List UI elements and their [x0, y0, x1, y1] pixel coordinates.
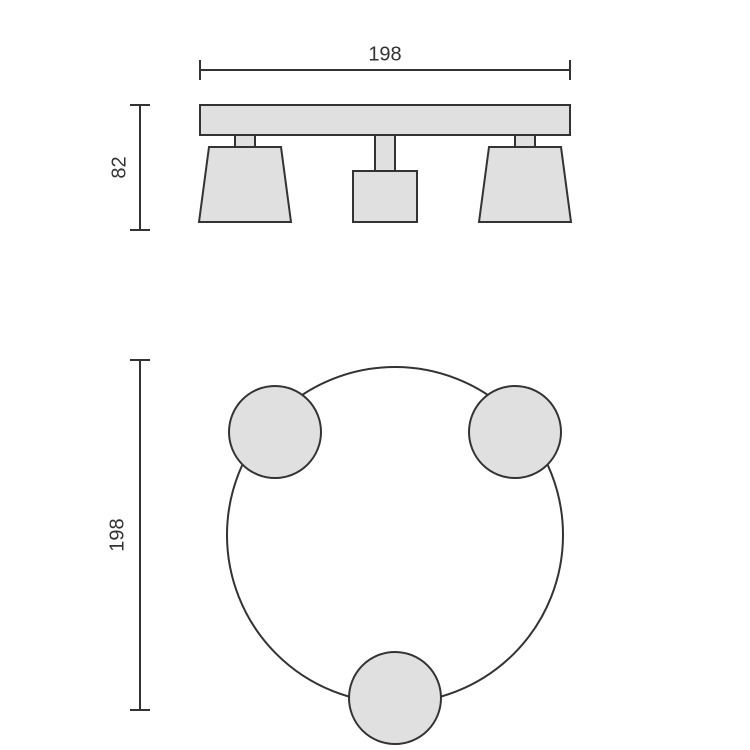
spot-neck-2 — [515, 135, 535, 147]
spot-neck-1 — [375, 135, 395, 171]
width-dim-label: 198 — [368, 43, 401, 65]
plan-spot-1 — [469, 386, 561, 478]
spot-shade-0 — [199, 147, 291, 222]
height-dim-label-top: 82 — [108, 156, 130, 178]
plan-spot-2 — [349, 652, 441, 744]
spot-shade-2 — [479, 147, 571, 222]
spot-shade-1 — [353, 171, 417, 222]
spot-neck-0 — [235, 135, 255, 147]
plan-spot-0 — [229, 386, 321, 478]
base-plate — [200, 105, 570, 135]
plan-dim-label: 198 — [106, 518, 128, 551]
